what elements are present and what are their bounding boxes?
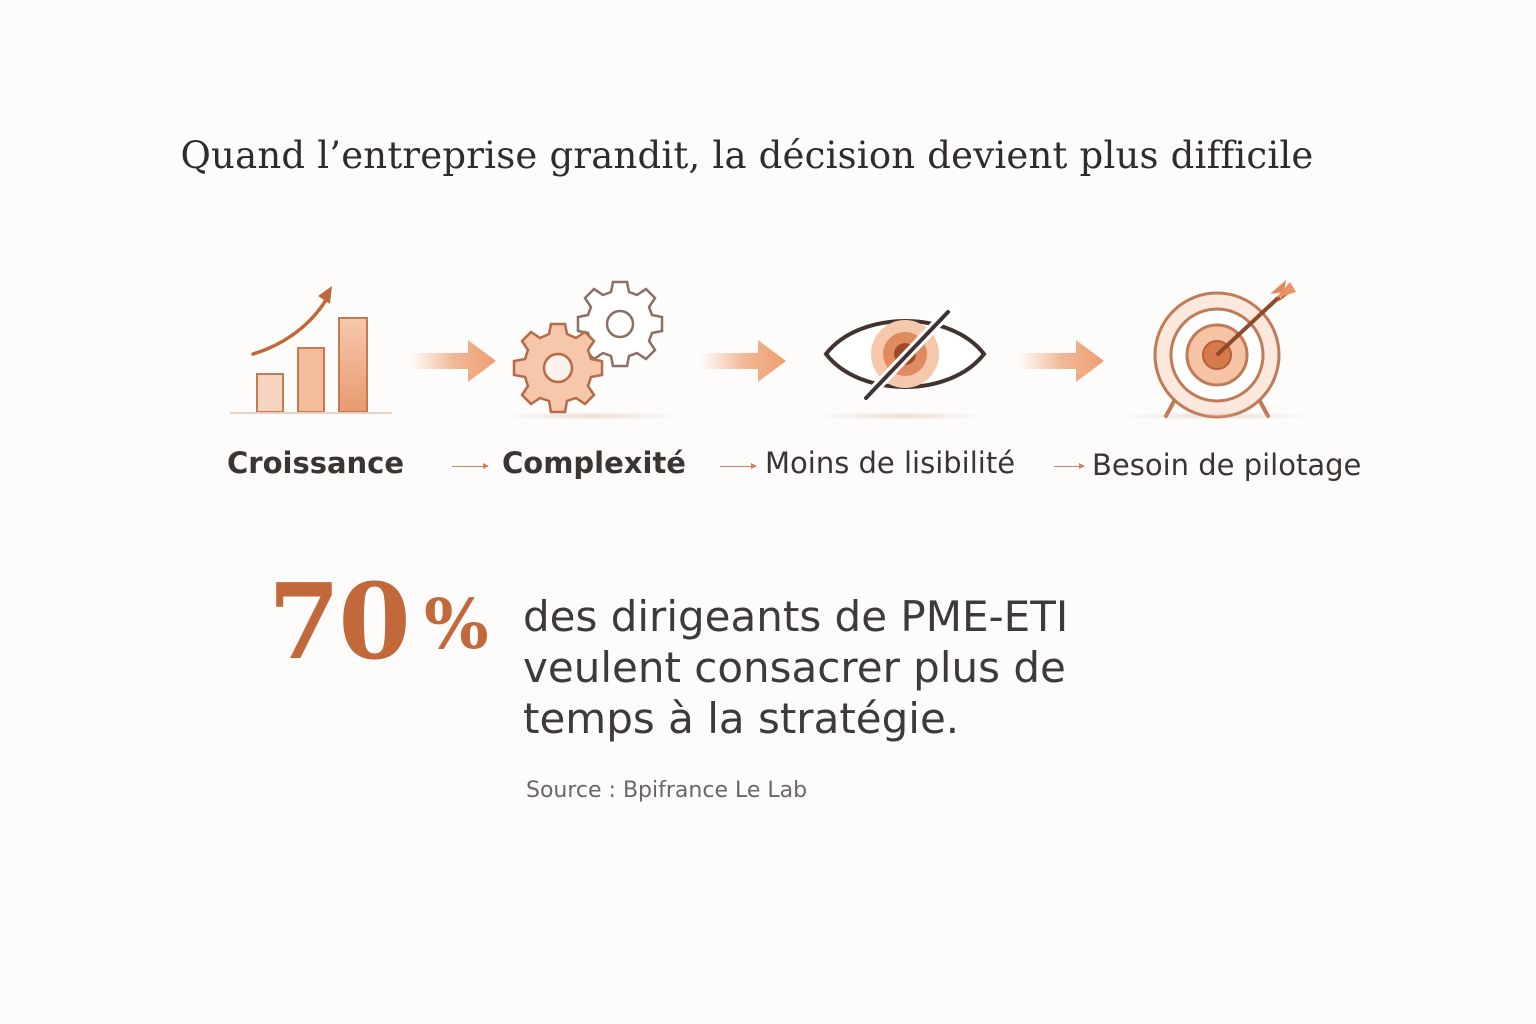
source-note: Source : Bpifrance Le Lab (526, 778, 808, 803)
small-arrow-2 (720, 463, 757, 469)
small-arrow-1 (452, 463, 489, 469)
growth-chart-icon (230, 286, 392, 414)
stat-line-2: veulent consacrer plus de (523, 643, 1066, 692)
stat-line-3: temps à la stratégie. (523, 694, 960, 743)
stat-text: des dirigeants de PME-ETI veulent consac… (523, 591, 1223, 744)
target-shadow (1114, 412, 1318, 420)
flow-arrow-2 (700, 340, 786, 382)
page-title: Quand l’entreprise grandit, la décision … (180, 134, 1314, 177)
stat-line-1: des dirigeants de PME-ETI (523, 592, 1069, 641)
flow-arrow-3 (1018, 340, 1104, 382)
step-label-pilotage: Besoin de pilotage (1092, 448, 1362, 482)
eye-slash-icon (823, 307, 987, 403)
step-label-lisibilite: Moins de lisibilité (765, 446, 1016, 480)
eye-shadow (812, 412, 992, 420)
flow-arrow-1 (410, 340, 496, 382)
gears-icon (512, 280, 664, 414)
target-icon (1153, 280, 1296, 419)
stat-percent: % (424, 585, 489, 665)
step-label-complexite: Complexité (502, 446, 686, 480)
stat-number: 70 (268, 560, 411, 683)
gears-shadow (496, 412, 688, 420)
step-label-croissance: Croissance (227, 446, 405, 480)
small-arrow-3 (1054, 463, 1085, 469)
